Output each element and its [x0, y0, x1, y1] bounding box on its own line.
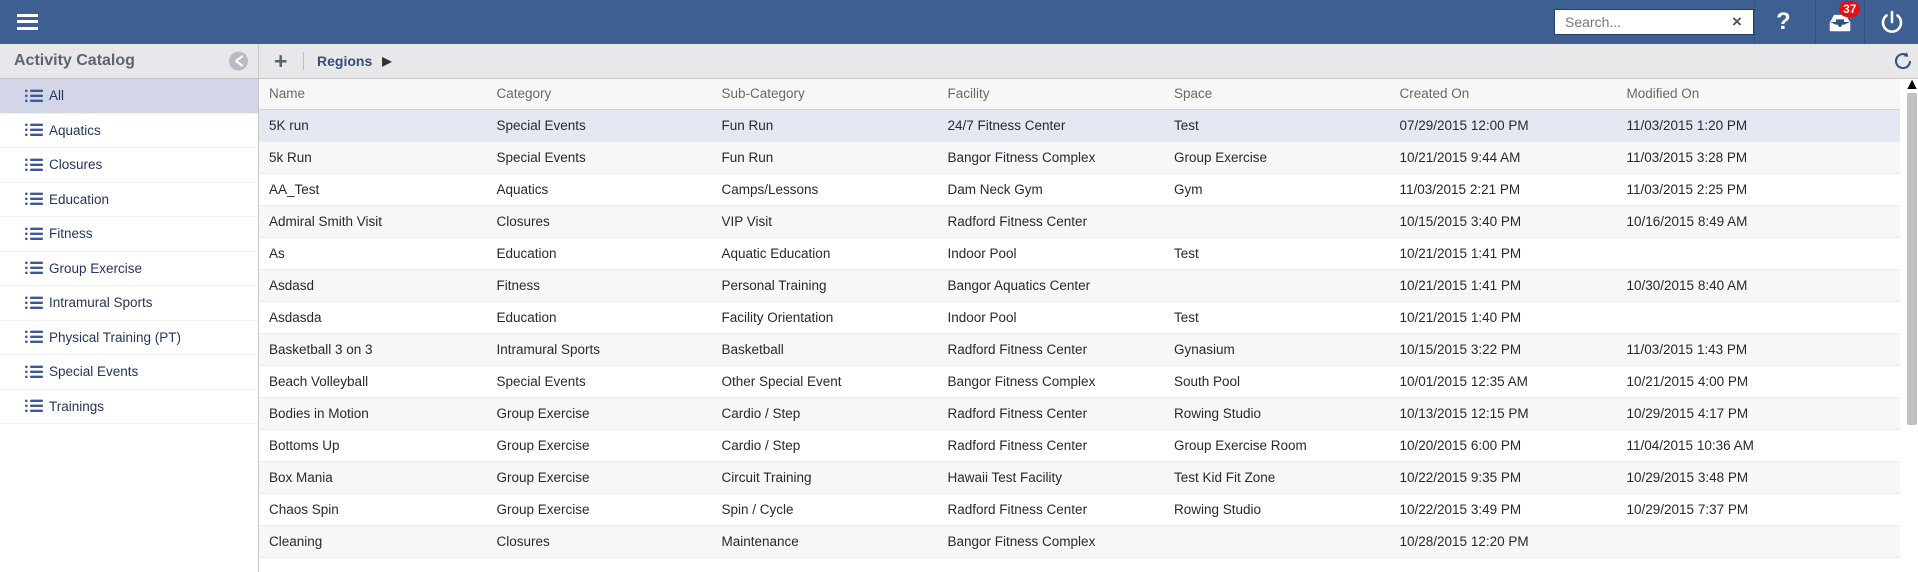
- svg-text:?: ?: [1776, 9, 1791, 35]
